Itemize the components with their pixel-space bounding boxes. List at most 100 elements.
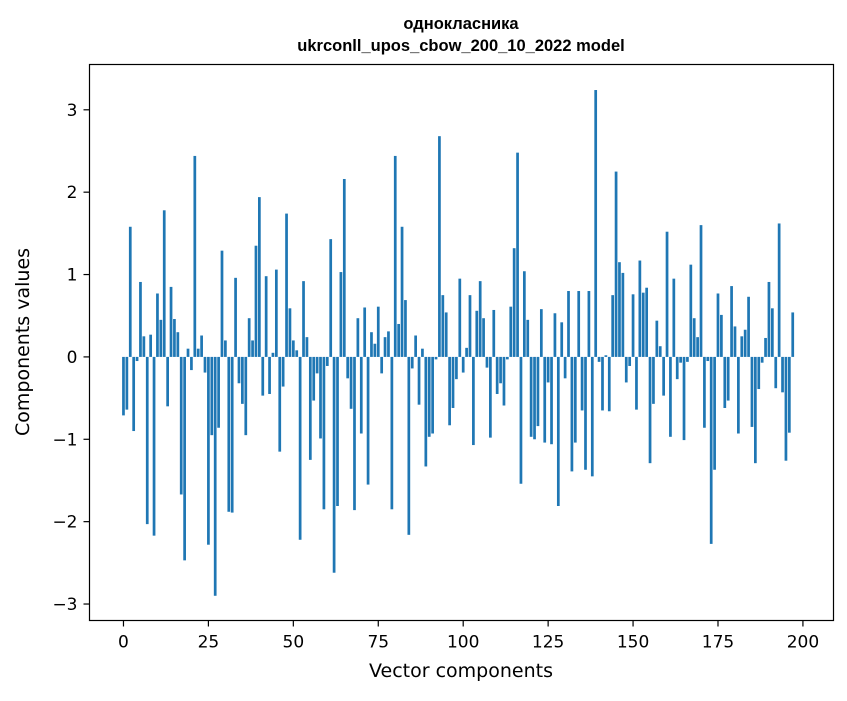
bar <box>730 286 733 357</box>
bar <box>546 356 550 383</box>
bar <box>319 356 322 439</box>
bar <box>747 296 750 357</box>
bar <box>424 356 428 467</box>
bar <box>441 295 445 357</box>
bar <box>665 231 669 357</box>
bar <box>342 178 346 357</box>
bar <box>281 356 285 387</box>
chart-title-line1: однокласника <box>403 15 519 33</box>
bar <box>122 356 125 416</box>
bar <box>390 356 394 510</box>
bar <box>448 356 451 426</box>
bar <box>427 356 431 437</box>
bar <box>478 281 482 357</box>
bar <box>703 356 706 428</box>
bar <box>726 356 730 401</box>
bar <box>336 356 339 506</box>
bar <box>512 248 516 357</box>
bar <box>431 356 434 434</box>
bar <box>777 223 781 357</box>
bar <box>332 356 336 573</box>
bar <box>366 356 370 485</box>
bar <box>482 318 485 357</box>
bar <box>716 293 720 357</box>
bar <box>162 210 166 357</box>
bar <box>173 319 176 357</box>
bar <box>638 260 642 357</box>
bar <box>407 356 411 535</box>
bar <box>689 264 693 357</box>
bar <box>356 318 360 357</box>
bar <box>614 171 618 357</box>
bar <box>322 356 326 510</box>
x-axis-label: Vector components <box>369 660 553 682</box>
bar <box>713 356 716 470</box>
bar <box>553 313 557 357</box>
bar <box>145 356 149 525</box>
x-tick-label: 125 <box>532 633 564 653</box>
bar <box>577 291 581 357</box>
bar <box>210 356 214 436</box>
bar <box>655 320 659 357</box>
bar <box>682 356 686 441</box>
bar <box>186 348 190 357</box>
bar <box>421 348 424 357</box>
bar <box>784 356 788 461</box>
bar <box>376 306 380 357</box>
bar <box>149 334 153 357</box>
bar <box>658 346 662 357</box>
bars-group <box>122 90 795 596</box>
bar <box>699 225 703 357</box>
bar <box>230 356 234 513</box>
bar <box>648 356 652 464</box>
bar <box>302 281 305 357</box>
bar <box>584 356 587 470</box>
bar <box>298 356 302 540</box>
y-axis-ticks: −3 −2 −1 0 1 2 3 <box>52 101 90 615</box>
bar <box>472 356 475 446</box>
bar <box>533 356 536 440</box>
bar <box>750 356 754 427</box>
bar <box>709 356 713 544</box>
bar <box>601 356 604 411</box>
bar <box>770 308 774 357</box>
bar <box>237 356 241 384</box>
bar <box>458 278 462 357</box>
bar <box>743 329 747 357</box>
bar <box>346 356 350 379</box>
bar <box>607 356 611 412</box>
bar <box>597 356 601 362</box>
bar <box>393 155 397 357</box>
bar <box>196 348 200 357</box>
bar <box>285 213 288 357</box>
bar <box>179 356 183 495</box>
bar <box>624 356 628 383</box>
bar <box>774 356 778 389</box>
bar <box>234 277 237 357</box>
bar <box>305 337 309 357</box>
plot-frame <box>88 63 835 622</box>
bar <box>224 340 227 357</box>
bar <box>791 312 795 357</box>
bar <box>652 356 655 404</box>
bar <box>400 226 404 357</box>
bar <box>499 356 502 384</box>
chart-title-line2: ukrconll_upos_cbow_200_10_2022 model <box>297 37 624 55</box>
bar <box>675 356 679 380</box>
y-tick-label: 2 <box>67 183 78 203</box>
bar <box>573 356 577 443</box>
bar <box>489 356 492 438</box>
bar <box>241 356 244 404</box>
bar <box>502 356 506 406</box>
bar <box>169 286 173 357</box>
bar <box>740 336 744 357</box>
bar <box>152 356 156 536</box>
bar <box>227 356 231 512</box>
bar <box>220 250 224 357</box>
bar <box>359 356 363 434</box>
bar <box>125 356 129 410</box>
bar <box>475 310 479 357</box>
y-tick-label: 3 <box>67 101 78 121</box>
x-tick-label: 175 <box>702 633 734 653</box>
